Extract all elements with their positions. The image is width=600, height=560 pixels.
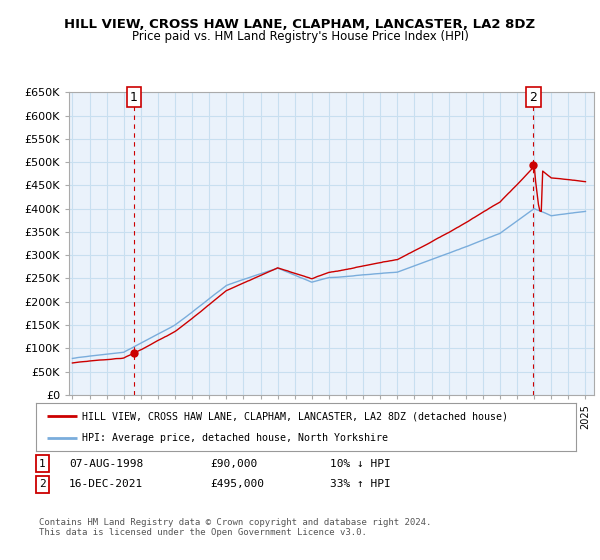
Text: HPI: Average price, detached house, North Yorkshire: HPI: Average price, detached house, Nort…	[82, 433, 388, 443]
Text: £90,000: £90,000	[210, 459, 257, 469]
Text: Price paid vs. HM Land Registry's House Price Index (HPI): Price paid vs. HM Land Registry's House …	[131, 30, 469, 43]
Text: 2: 2	[530, 91, 538, 104]
Text: £495,000: £495,000	[210, 479, 264, 489]
Text: 07-AUG-1998: 07-AUG-1998	[69, 459, 143, 469]
Text: Contains HM Land Registry data © Crown copyright and database right 2024.
This d: Contains HM Land Registry data © Crown c…	[39, 518, 431, 538]
Text: HILL VIEW, CROSS HAW LANE, CLAPHAM, LANCASTER, LA2 8DZ (detached house): HILL VIEW, CROSS HAW LANE, CLAPHAM, LANC…	[82, 411, 508, 421]
Text: HILL VIEW, CROSS HAW LANE, CLAPHAM, LANCASTER, LA2 8DZ: HILL VIEW, CROSS HAW LANE, CLAPHAM, LANC…	[64, 18, 536, 31]
Text: 33% ↑ HPI: 33% ↑ HPI	[330, 479, 391, 489]
Text: 2: 2	[39, 479, 46, 489]
Text: 10% ↓ HPI: 10% ↓ HPI	[330, 459, 391, 469]
Text: 1: 1	[39, 459, 46, 469]
Text: 1: 1	[130, 91, 138, 104]
Text: 16-DEC-2021: 16-DEC-2021	[69, 479, 143, 489]
